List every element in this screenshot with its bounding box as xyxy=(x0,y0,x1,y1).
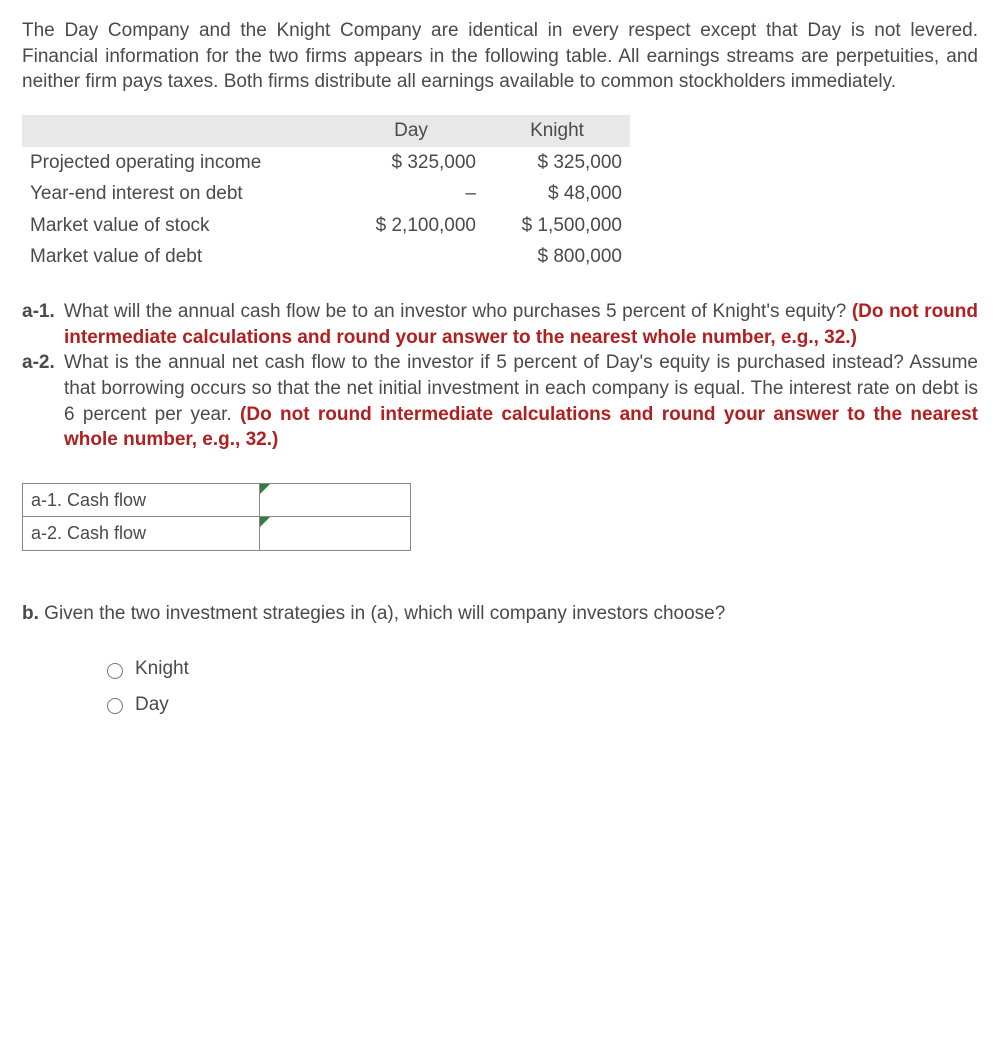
cell-value: $ 1,500,000 xyxy=(484,210,630,242)
row-label: Market value of stock xyxy=(22,210,338,242)
answer-table: a-1. Cash flow a-2. Cash flow xyxy=(22,483,411,551)
question-text-a1: What will the annual cash flow be to an … xyxy=(64,299,978,350)
intro-paragraph: The Day Company and the Knight Company a… xyxy=(22,18,978,95)
cell-value: $ 325,000 xyxy=(484,147,630,179)
answer-label-a1: a-1. Cash flow xyxy=(23,483,260,516)
cashflow-a1-input[interactable] xyxy=(260,486,410,514)
col-header-knight: Knight xyxy=(484,115,630,147)
table-corner xyxy=(22,115,338,147)
answer-label-a2: a-2. Cash flow xyxy=(23,517,260,550)
question-tag-a1: a-1. xyxy=(22,299,64,350)
cell-value: $ 2,100,000 xyxy=(338,210,484,242)
question-block-a: a-1. What will the annual cash flow be t… xyxy=(22,299,978,453)
question-b: b. Given the two investment strategies i… xyxy=(22,601,978,627)
table-row: Year-end interest on debt – $ 48,000 xyxy=(22,178,630,210)
row-label: Year-end interest on debt xyxy=(22,178,338,210)
row-label: Projected operating income xyxy=(22,147,338,179)
question-tag-b: b. xyxy=(22,603,39,624)
choice-knight-label: Knight xyxy=(135,656,189,682)
cell-value: $ 48,000 xyxy=(484,178,630,210)
cell-value: $ 800,000 xyxy=(484,241,630,273)
choice-knight-radio[interactable] xyxy=(107,663,123,679)
table-row: Market value of debt $ 800,000 xyxy=(22,241,630,273)
question-text-a2: What is the annual net cash flow to the … xyxy=(64,350,978,453)
cell-value xyxy=(338,241,484,273)
answer-row: a-1. Cash flow xyxy=(23,483,411,516)
choice-group: Knight Day xyxy=(102,656,978,717)
choice-day-label: Day xyxy=(135,692,169,718)
financial-table: Day Knight Projected operating income $ … xyxy=(22,115,630,273)
question-tag-a2: a-2. xyxy=(22,350,64,453)
answer-row: a-2. Cash flow xyxy=(23,517,411,550)
cell-value: – xyxy=(338,178,484,210)
col-header-day: Day xyxy=(338,115,484,147)
cashflow-a2-input[interactable] xyxy=(260,519,410,547)
table-row: Projected operating income $ 325,000 $ 3… xyxy=(22,147,630,179)
row-label: Market value of debt xyxy=(22,241,338,273)
table-row: Market value of stock $ 2,100,000 $ 1,50… xyxy=(22,210,630,242)
question-text-b: Given the two investment strategies in (… xyxy=(44,603,725,624)
input-corner-icon xyxy=(260,484,270,494)
cell-value: $ 325,000 xyxy=(338,147,484,179)
q-a1-text: What will the annual cash flow be to an … xyxy=(64,301,852,322)
choice-day-radio[interactable] xyxy=(107,698,123,714)
input-corner-icon xyxy=(260,517,270,527)
